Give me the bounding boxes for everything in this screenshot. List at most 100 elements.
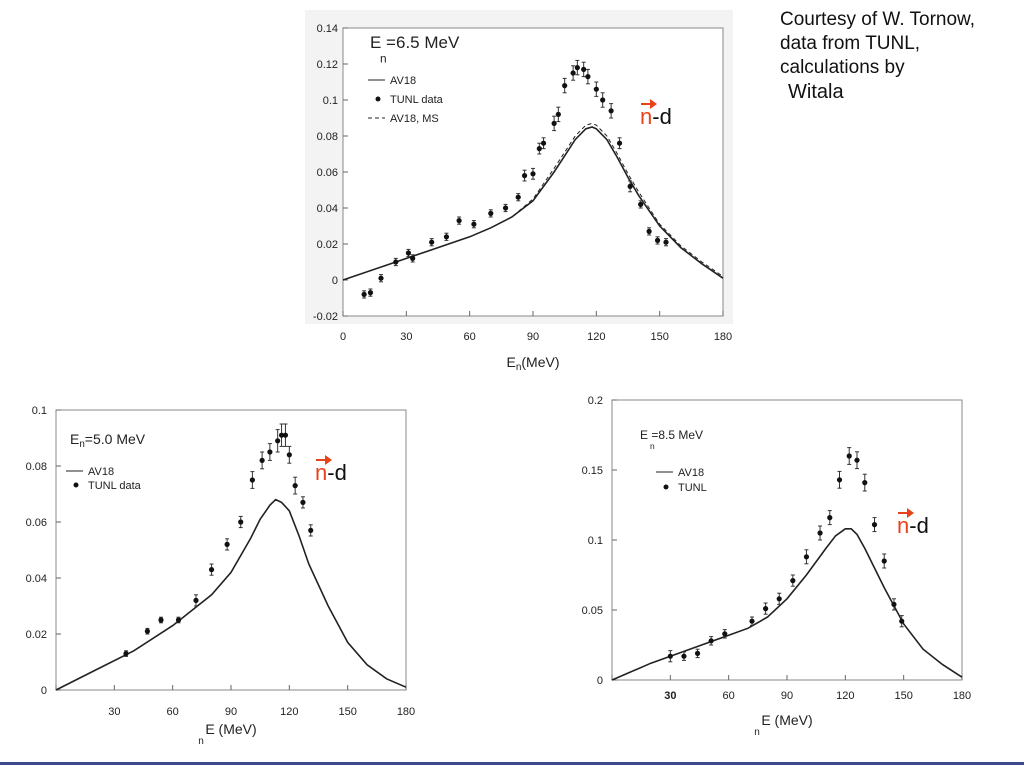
x-axis-label-tail: (MeV) <box>521 354 559 370</box>
y-tick-label: 0 <box>41 685 47 697</box>
data-point-marker <box>393 259 399 265</box>
data-point-marker <box>521 173 528 179</box>
chart-bottom-left: 30 60 90 120 150 180 0 0.02 0.04 0.06 0.08 0.1 E (Me… <box>26 405 416 747</box>
reaction-arrow-icon <box>325 455 332 465</box>
data-point-marker <box>282 432 289 438</box>
data-point <box>817 525 823 541</box>
data-point-marker <box>275 438 281 444</box>
y-tick-label: 0.1 <box>323 95 338 107</box>
y-tick-label: 0.12 <box>317 59 338 71</box>
data-point <box>846 447 852 465</box>
x-tick-label: 120 <box>280 706 298 718</box>
data-point <box>300 496 306 509</box>
credit-line-1: Courtesy of W. Tornow, <box>780 9 976 30</box>
x-axis-label: E (MeV) n <box>754 712 812 738</box>
data-point-marker <box>259 457 265 463</box>
data-point <box>551 115 557 132</box>
plot-frame <box>611 399 963 681</box>
data-point-marker <box>871 522 878 528</box>
data-point-marker <box>488 210 494 216</box>
data-point-marker <box>367 290 374 296</box>
legend-item-label: AV18 <box>678 467 704 479</box>
x-tick-label: 60 <box>723 690 735 702</box>
x-axis-label-main: E (MeV) <box>205 721 256 737</box>
reaction-label-d: -d <box>652 104 672 129</box>
data-point-marker <box>249 477 255 483</box>
data-point-marker <box>208 567 215 573</box>
data-point-marker <box>627 183 633 189</box>
y-tick-label: -0.02 <box>313 311 338 323</box>
data-point <box>123 650 129 657</box>
reaction-label-n: n <box>897 513 909 538</box>
reaction-label-text: n-d <box>640 104 672 129</box>
data-point-marker <box>574 65 580 71</box>
x-tick-label: 150 <box>894 690 912 702</box>
data-point <box>282 423 289 447</box>
reaction-label-n: n <box>640 104 652 129</box>
data-point-marker <box>891 601 897 607</box>
series-line-solid <box>611 528 963 681</box>
data-point-marker <box>817 530 823 536</box>
data-point-marker <box>694 650 701 656</box>
x-axis-label: E (MeV) n <box>198 721 256 747</box>
x-axis-label-main: E (MeV) <box>761 712 812 728</box>
data-point-marker <box>551 120 557 126</box>
data-point-marker <box>749 618 755 624</box>
data-point <box>158 616 164 624</box>
data-point <box>722 629 728 639</box>
reaction-label-text: n-d <box>315 460 347 485</box>
data-point-marker <box>555 111 561 117</box>
data-point <box>749 616 755 626</box>
data-point-marker <box>663 239 669 245</box>
data-point <box>827 510 833 526</box>
data-point-marker <box>361 291 367 297</box>
data-point-marker <box>600 97 606 103</box>
data-point-marker <box>854 457 860 463</box>
chart-title: E =8.5 MeV <box>640 428 703 442</box>
data-point-marker <box>410 255 416 261</box>
y-tick-label: 0.06 <box>26 517 47 529</box>
credit-text: Courtesy of W. Tornow, data from TUNL, c… <box>780 8 975 104</box>
x-axis-label-sub: n <box>516 362 522 372</box>
legend-item-label: AV18 <box>390 75 416 87</box>
data-point <box>456 216 462 225</box>
y-tick-label: 0.15 <box>582 465 603 477</box>
data-point <box>608 103 614 119</box>
legend-item-label: AV18, MS <box>390 113 439 125</box>
data-point-marker <box>646 228 652 234</box>
data-point <box>488 209 494 218</box>
data-point <box>600 92 606 108</box>
data-point <box>803 549 810 565</box>
reaction-arrow-icon <box>650 99 657 109</box>
data-point <box>667 650 673 663</box>
data-point-marker <box>763 606 769 612</box>
x-tick-label: 30 <box>108 706 120 718</box>
data-point-marker <box>193 597 199 603</box>
data-point <box>836 470 843 489</box>
data-point-marker <box>429 239 435 245</box>
data-point-marker <box>581 66 587 72</box>
data-point <box>208 563 215 576</box>
y-tick-label: 0.05 <box>582 605 603 617</box>
data-point <box>763 602 769 615</box>
reaction-arrow-icon <box>907 508 914 518</box>
data-point-marker <box>158 617 164 623</box>
data-point <box>536 142 542 155</box>
data-point-marker <box>881 558 887 564</box>
x-axis-label-sub: n <box>754 727 760 738</box>
data-point <box>443 232 450 241</box>
x-tick-label: 180 <box>397 706 415 718</box>
reaction-label-text: n-d <box>897 513 929 538</box>
legend-item-label: AV18 <box>88 466 114 478</box>
y-tick-label: 0 <box>597 675 603 687</box>
data-point <box>224 538 230 551</box>
data-point <box>175 616 182 624</box>
legend-marker-points <box>375 96 381 102</box>
data-point-marker <box>827 515 833 521</box>
chart-title-sub: n <box>380 51 387 65</box>
data-point-marker <box>803 554 810 560</box>
data-point <box>238 515 244 529</box>
data-point <box>776 592 782 605</box>
chart-title: E =6.5 MeV <box>370 33 460 52</box>
